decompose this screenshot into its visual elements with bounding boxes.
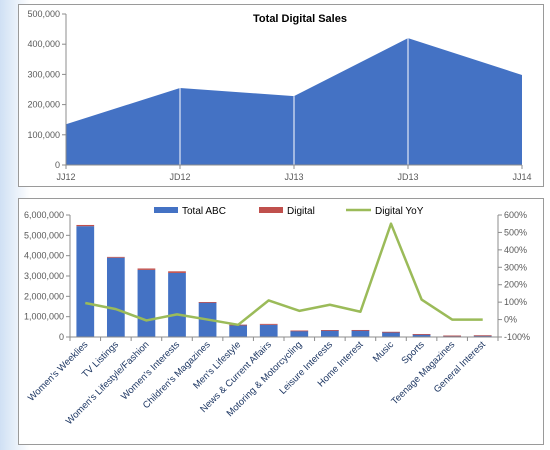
x-tick-label: JJ13 bbox=[284, 172, 303, 182]
left-tick-label: 1,000,000 bbox=[24, 312, 64, 322]
left-tick-label: 3,000,000 bbox=[24, 271, 64, 281]
right-tick-label: -100% bbox=[504, 332, 530, 342]
bar-total-abc bbox=[106, 257, 125, 337]
x-tick-label: JJ12 bbox=[56, 172, 75, 182]
left-tick-label: 0 bbox=[59, 332, 64, 342]
category-label: Music bbox=[371, 339, 396, 364]
bar-total-abc bbox=[259, 324, 278, 337]
chart-title: Total Digital Sales bbox=[253, 13, 347, 25]
bar-total-abc bbox=[168, 272, 186, 337]
bar-digital bbox=[412, 334, 431, 335]
right-tick-label: 400% bbox=[504, 245, 527, 255]
right-tick-label: 100% bbox=[504, 297, 527, 307]
y-tick-label: 400,000 bbox=[27, 39, 60, 49]
combo-chart: 0 1,000,000 2,000,000 3,000,000 4,000,000 5,0… bbox=[24, 206, 530, 427]
bar-digital bbox=[259, 323, 278, 325]
left-tick-label: 6,000,000 bbox=[24, 210, 64, 220]
bar-digital bbox=[382, 331, 400, 333]
bar-total-abc bbox=[412, 334, 431, 337]
bar-digital bbox=[106, 256, 125, 258]
category-label: Leisure Interests bbox=[278, 339, 336, 397]
legend-swatch-digital bbox=[259, 207, 283, 213]
y-tick-label: 100,000 bbox=[27, 130, 60, 140]
bar-digital bbox=[137, 268, 156, 270]
bar-digital bbox=[351, 329, 370, 331]
bar-total-abc bbox=[76, 226, 95, 337]
bar-total-abc bbox=[382, 331, 400, 337]
y-tick-label: 300,000 bbox=[27, 69, 60, 79]
y-tick-label: 0 bbox=[55, 160, 60, 170]
bar-total-abc bbox=[229, 324, 248, 337]
bar-digital bbox=[473, 335, 492, 337]
bar-digital bbox=[320, 330, 339, 331]
category-label: Sports bbox=[399, 339, 426, 366]
right-tick-label: 200% bbox=[504, 280, 527, 290]
bar-digital bbox=[76, 224, 95, 227]
right-tick-label: 300% bbox=[504, 262, 527, 272]
y-tick-label: 200,000 bbox=[27, 100, 60, 110]
left-tick-label: 4,000,000 bbox=[24, 251, 64, 261]
bar-total-abc bbox=[290, 330, 309, 337]
area-chart-panel: 0 100,000 200,000 300,000 400,000 500,000 JJ12… bbox=[18, 4, 544, 187]
left-tick-label: 2,000,000 bbox=[24, 291, 64, 301]
x-tick-label: JD12 bbox=[169, 172, 190, 182]
left-tick-label: 5,000,000 bbox=[24, 230, 64, 240]
bar-total-abc bbox=[473, 335, 492, 337]
bar-digital bbox=[168, 271, 186, 273]
combo-chart-panel: 0 1,000,000 2,000,000 3,000,000 4,000,000 5,0… bbox=[18, 198, 544, 445]
bar-digital bbox=[443, 335, 462, 337]
x-tick-label: JD13 bbox=[397, 172, 418, 182]
bar-digital bbox=[290, 330, 309, 332]
right-tick-label: 0% bbox=[504, 315, 517, 325]
legend-swatch-total-abc bbox=[154, 207, 178, 213]
area-chart: 0 100,000 200,000 300,000 400,000 500,000 JJ12… bbox=[27, 9, 531, 182]
legend-label-digital-yoy: Digital YoY bbox=[375, 206, 424, 217]
y-tick-label: 500,000 bbox=[27, 9, 60, 19]
bar-total-abc bbox=[351, 330, 370, 337]
bar-total-abc bbox=[137, 269, 156, 337]
right-tick-label: 500% bbox=[504, 227, 527, 237]
legend-label-digital: Digital bbox=[287, 206, 315, 217]
bar-digital bbox=[198, 302, 217, 303]
right-tick-label: 600% bbox=[504, 210, 527, 220]
bar-total-abc bbox=[320, 330, 339, 337]
line-digital-yoy bbox=[85, 222, 483, 327]
legend-label-total-abc: Total ABC bbox=[182, 206, 226, 217]
x-tick-label: JJ14 bbox=[512, 172, 531, 182]
